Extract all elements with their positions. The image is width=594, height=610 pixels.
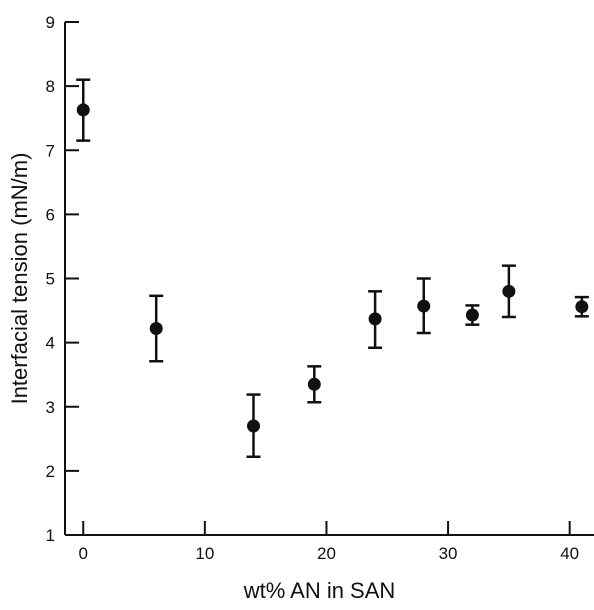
- y-tick-label: 1: [46, 526, 55, 545]
- data-point: [76, 103, 90, 117]
- x-tick-label: 30: [439, 544, 458, 563]
- y-tick-label: 9: [46, 13, 55, 32]
- y-tick-label: 5: [46, 270, 55, 289]
- data-points: [76, 103, 589, 433]
- x-tick-label: 20: [317, 544, 336, 563]
- x-tick-label: 0: [79, 544, 88, 563]
- data-point: [417, 299, 431, 313]
- data-point: [307, 377, 321, 391]
- x-axis-title: wt% AN in SAN: [243, 578, 396, 603]
- data-point: [502, 284, 516, 298]
- data-point: [246, 419, 260, 433]
- data-point: [575, 300, 589, 314]
- x-ticks: 0 10 20 30 40: [79, 521, 579, 563]
- y-tick-label: 4: [46, 334, 55, 353]
- data-point: [465, 308, 479, 322]
- data-point: [149, 322, 163, 336]
- y-tick-label: 3: [46, 398, 55, 417]
- y-tick-label: 6: [46, 205, 55, 224]
- x-tick-label: 40: [560, 544, 579, 563]
- error-bars: [76, 78, 589, 459]
- y-tick-label: 8: [46, 77, 55, 96]
- y-axis-title: Interfacial tension (mN/m): [7, 153, 32, 405]
- y-ticks: 1 2 3 4 5 6 7 8 9: [46, 13, 79, 545]
- y-tick-label: 2: [46, 462, 55, 481]
- data-point: [368, 312, 382, 326]
- y-tick-label: 7: [46, 141, 55, 160]
- axes: [64, 22, 594, 536]
- x-tick-label: 10: [195, 544, 214, 563]
